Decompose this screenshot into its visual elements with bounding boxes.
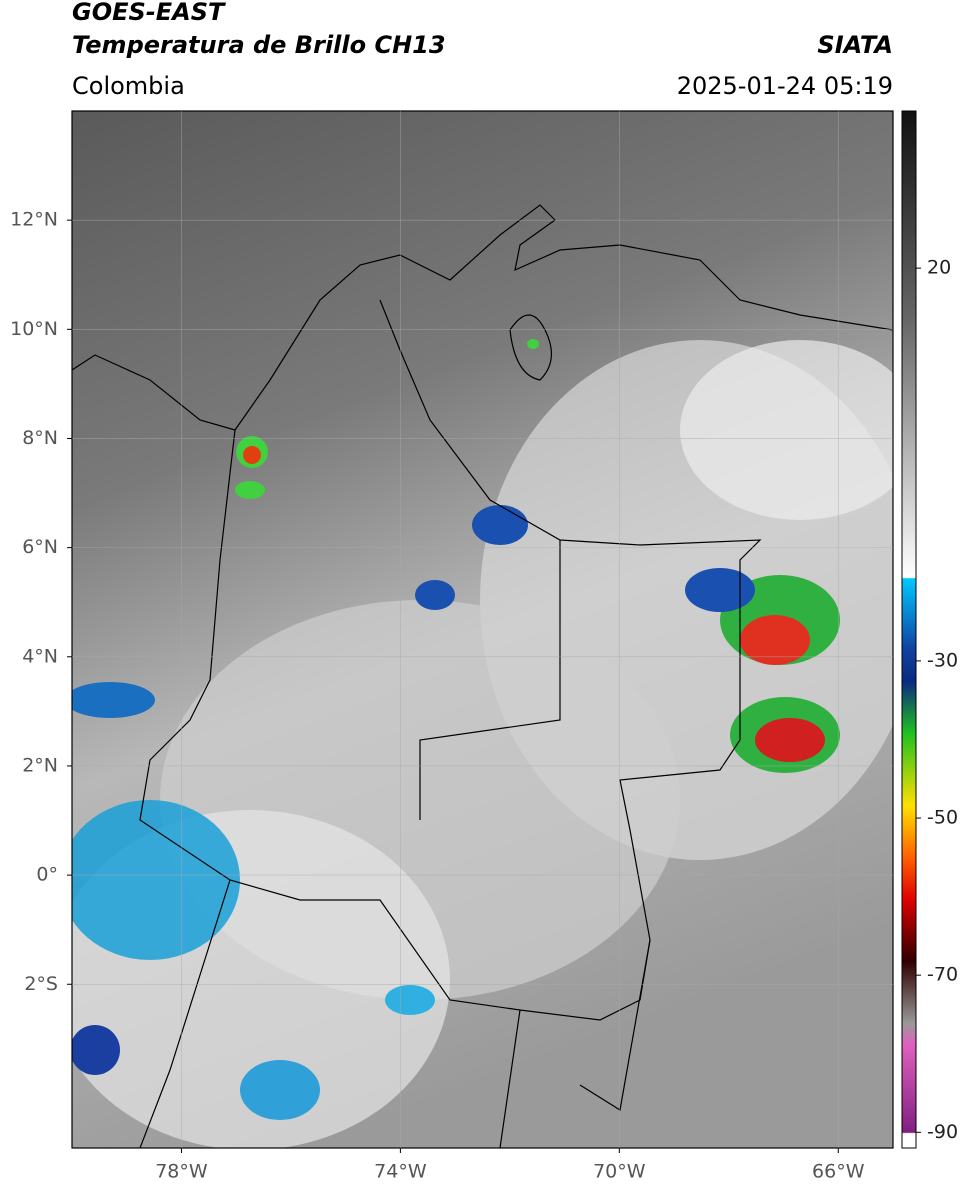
map-frame [71, 110, 894, 1149]
y-tick-label: 2°N [22, 754, 58, 776]
y-tick-label: 4°N [22, 645, 58, 667]
y-tick-label: 8°N [22, 427, 58, 449]
datetime: 2025-01-24 05:19 [677, 72, 893, 100]
x-tick-label: 66°W [812, 1161, 865, 1183]
region: Colombia [72, 72, 185, 100]
colorbar-tick-label: -50 [927, 807, 958, 829]
y-tick-label: 12°N [10, 209, 58, 231]
x-tick-label: 78°W [155, 1161, 208, 1183]
y-tick-label: 0° [36, 864, 58, 886]
colorbar-tick-label: 20 [927, 257, 951, 279]
x-tick-label: 74°W [374, 1161, 427, 1183]
colorbar-tick-label: -30 [927, 649, 958, 671]
colorbar [901, 110, 917, 1149]
satellite-image [72, 111, 893, 1148]
y-tick-label: 6°N [22, 536, 58, 558]
title: GOES-EAST [72, 0, 226, 26]
colorbar-tick-label: -90 [927, 1121, 958, 1143]
y-tick-label: 10°N [10, 318, 58, 340]
y-tick-label: 2°S [24, 973, 58, 995]
subtitle: Temperatura de Brillo CH13 [72, 31, 446, 59]
colorbar-tick-label: -70 [927, 964, 958, 986]
x-tick-label: 70°W [593, 1161, 646, 1183]
source: SIATA [817, 31, 893, 59]
